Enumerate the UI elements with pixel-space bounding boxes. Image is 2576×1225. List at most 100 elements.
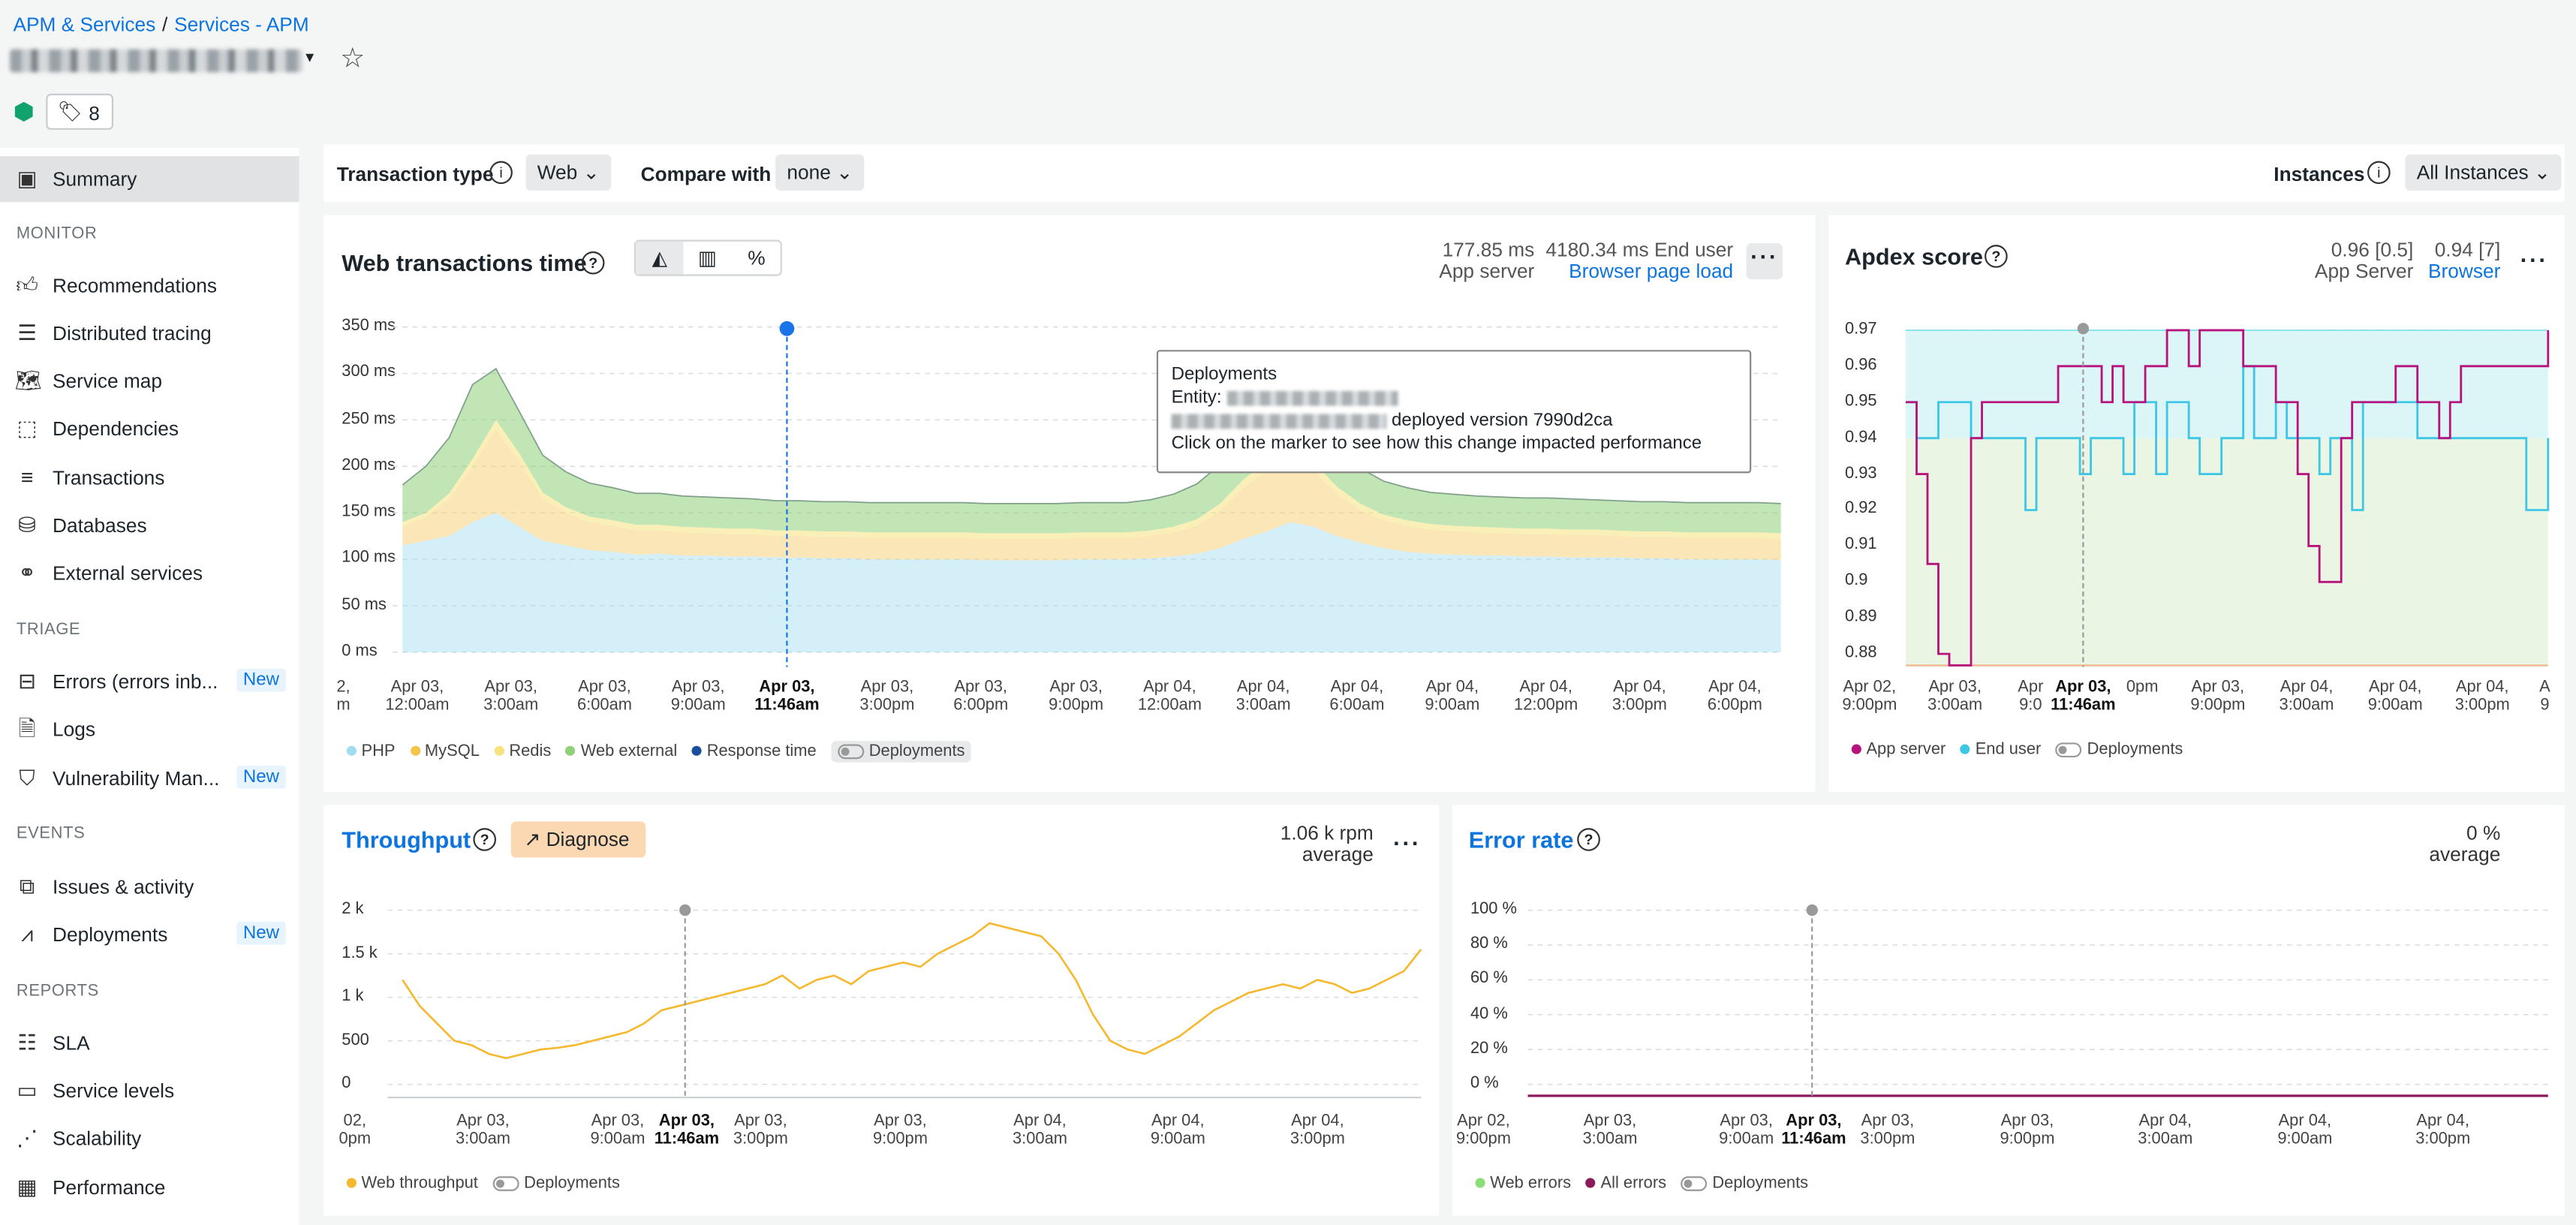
more-menu-button[interactable]: ···: [1746, 242, 1783, 280]
sidebar-item-dependencies[interactable]: ⬚ Dependencies: [0, 406, 299, 452]
legend-end-user[interactable]: End user: [1961, 741, 2041, 759]
sidebar-item-distributed-tracing[interactable]: ☰ Distributed tracing: [0, 311, 299, 357]
sidebar-item-label: SLA: [53, 1031, 90, 1055]
sidebar-item-deployments[interactable]: ⩘ Deployments New: [0, 912, 299, 958]
new-badge: New: [236, 668, 286, 692]
page-header: APM & Services / Services - APM ▾ ☆ 🏷︎ 8: [0, 0, 2576, 145]
sidebar-item-service-map[interactable]: 🗺︎ Service map: [0, 358, 299, 404]
sidebar-item-external-services[interactable]: ⚭ External services: [0, 550, 299, 596]
chart-view-toggle[interactable]: ◭ ▥ %: [633, 239, 782, 276]
legend-web-throughput[interactable]: Web throughput: [346, 1175, 478, 1193]
web-transactions-x-tick: Apr 03, 11:46am: [754, 678, 820, 715]
error-rate-x-tick: Apr 03, 3:00pm: [1860, 1112, 1915, 1148]
info-icon[interactable]: i: [2367, 161, 2391, 185]
web-transactions-y-tick: 250 ms: [342, 410, 396, 429]
transaction-type-label: Transaction type: [336, 162, 494, 186]
more-menu-button[interactable]: ···: [1393, 829, 1422, 856]
deployments-toggle[interactable]: Deployments: [2056, 741, 2183, 759]
section-events: EVENTS: [16, 824, 86, 843]
sidebar-item-performance[interactable]: ▦ Performance: [0, 1165, 299, 1211]
legend-app-server[interactable]: App server: [1851, 741, 1946, 759]
web-transactions-y-tick: 300 ms: [342, 363, 396, 382]
help-icon[interactable]: ?: [473, 828, 497, 851]
legend-web-external[interactable]: Web external: [566, 742, 677, 760]
legend-mysql[interactable]: MySQL: [410, 742, 480, 760]
breadcrumb-link-apm-services[interactable]: APM & Services: [13, 13, 156, 37]
sidebar-item-errors[interactable]: ⊟ Errors (errors inb... New: [0, 659, 299, 705]
error-rate-legend: Web errors All errors Deployments: [1475, 1175, 1808, 1193]
tags-button[interactable]: 🏷︎ 8: [46, 93, 114, 130]
tooltip-title: Deployments: [1171, 364, 1277, 385]
legend-all-errors[interactable]: All errors: [1585, 1175, 1666, 1193]
deployments-toggle[interactable]: Deployments: [1681, 1175, 1808, 1193]
sidebar-item-recommendations[interactable]: 👍︎ Recommendations: [0, 263, 299, 309]
app-server-metric: 177.85 ms App server: [1413, 239, 1534, 283]
more-menu-button[interactable]: ···: [2520, 246, 2548, 273]
throughput-x-tick: Apr 03, 11:46am: [654, 1112, 720, 1148]
apdex-browser-link[interactable]: Browser: [2427, 259, 2501, 283]
web-throughput-line: [402, 922, 1422, 1060]
favorite-star-icon[interactable]: ☆: [340, 42, 366, 74]
compare-with-select[interactable]: none ⌄: [775, 154, 865, 191]
help-icon[interactable]: ?: [581, 251, 605, 275]
info-icon[interactable]: i: [489, 161, 513, 185]
throughput-x-tick: Apr 03, 3:00pm: [733, 1112, 788, 1148]
legend-web-errors[interactable]: Web errors: [1475, 1175, 1571, 1193]
breadcrumb-link-services-apm[interactable]: Services - APM: [174, 13, 309, 37]
new-badge: New: [236, 921, 286, 945]
error-rate-x-tick: Apr 03, 9:00am: [1719, 1112, 1774, 1148]
sidebar-item-logs[interactable]: 🗎 Logs: [0, 706, 299, 752]
sidebar-item-sla[interactable]: ☷ SLA: [0, 1020, 299, 1066]
transaction-type-select[interactable]: Web ⌄: [525, 154, 611, 191]
throughput-title[interactable]: Throughput: [342, 826, 471, 853]
sidebar-item-label: Errors (errors inb...: [53, 670, 218, 694]
error-rate-title[interactable]: Error rate: [1468, 826, 1574, 853]
compare-with-value: none: [787, 161, 831, 185]
instances-select[interactable]: All Instances ⌄: [2405, 154, 2562, 191]
sidebar-item-issues-activity[interactable]: ⧉ Issues & activity: [0, 864, 299, 910]
sidebar-item-databases[interactable]: ⛁ Databases: [0, 503, 299, 549]
percentile-view-icon[interactable]: %: [748, 246, 766, 269]
errors-icon: ⊟: [18, 668, 37, 694]
apdex-browser-value: 0.94 [7]: [2434, 238, 2501, 262]
entity-name-redacted[interactable]: [10, 49, 302, 73]
diagnose-button[interactable]: ↗ Diagnose: [510, 821, 646, 858]
sidebar-item-transactions[interactable]: ≡ Transactions: [0, 455, 299, 501]
web-transactions-x-tick: Apr 03, 12:00am: [385, 678, 450, 715]
web-transactions-legend: PHP MySQL Redis Web external Response ti…: [346, 741, 972, 763]
area-chart-view-icon[interactable]: ◭: [636, 241, 684, 275]
deployments-toggle[interactable]: Deployments: [492, 1175, 620, 1193]
help-icon[interactable]: ?: [1577, 828, 1600, 851]
legend-php[interactable]: PHP: [346, 742, 396, 760]
help-icon[interactable]: ?: [1985, 245, 2008, 268]
sidebar-item-scalability[interactable]: ⋰ Scalability: [0, 1115, 299, 1161]
web-transactions-x-tick: Apr 04, 3:00pm: [1612, 678, 1667, 715]
browser-page-load-link[interactable]: Browser page load: [1569, 259, 1734, 283]
instances-value: All Instances: [2416, 161, 2529, 185]
legend-response-time[interactable]: Response time: [691, 742, 817, 760]
logs-icon: 🗎: [18, 716, 36, 742]
apdex-title: Apdex score: [1845, 242, 1983, 269]
deployments-toggle[interactable]: Deployments: [831, 741, 972, 763]
web-external-area: [402, 369, 1781, 534]
legend-redis[interactable]: Redis: [494, 742, 551, 760]
apdex-legend: App server End user Deployments: [1851, 741, 2183, 759]
throughput-x-tick: Apr 04, 9:00am: [1150, 1112, 1205, 1148]
thumbs-up-icon: 👍︎: [16, 272, 38, 298]
throughput-x-tick: Apr 03, 9:00pm: [872, 1112, 928, 1148]
sidebar-item-vulnerability[interactable]: ⛉ Vulnerability Man... New: [0, 756, 299, 802]
apdex-y-tick: 0.96: [1845, 356, 1877, 375]
apdex-excellent-band: [1905, 330, 2548, 438]
entity-switcher-chevron-icon[interactable]: ▾: [305, 49, 314, 68]
sidebar-item-service-levels[interactable]: ▭ Service levels: [0, 1068, 299, 1114]
php-area: [402, 513, 1781, 652]
end-user-metric: 4180.34 ms End user Browser page load: [1544, 239, 1734, 283]
sidebar-item-label: Deployments: [53, 923, 168, 947]
sidebar-item-summary[interactable]: ▣ Summary: [0, 155, 299, 203]
histogram-view-icon[interactable]: ▥: [697, 246, 717, 269]
error-rate-value: 0 %: [2466, 821, 2501, 845]
apdex-y-tick: 0.89: [1845, 608, 1877, 627]
